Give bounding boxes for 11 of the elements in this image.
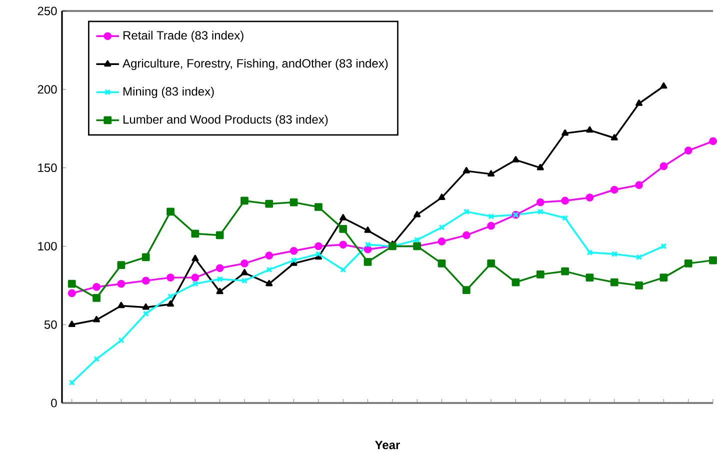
legend-label: Agriculture, Forestry, Fishing, andOther (83 index) [122,58,388,70]
legend-label: Mining (83 index) [124,86,214,98]
legend-label: Lumber and Wood Products (83 index) [124,114,328,126]
y-tick-label: 250 [38,6,57,16]
y-tick-label: 100 [38,242,57,250]
y-tick-label: 200 [38,85,57,94]
x-axis-title: Year [375,440,400,450]
y-tick-label: 150 [38,164,57,172]
y-tick-label: 50 [44,320,57,329]
y-tick-label: 0 [51,398,57,408]
legend-label: Retail Trade (83 index) [124,30,244,42]
